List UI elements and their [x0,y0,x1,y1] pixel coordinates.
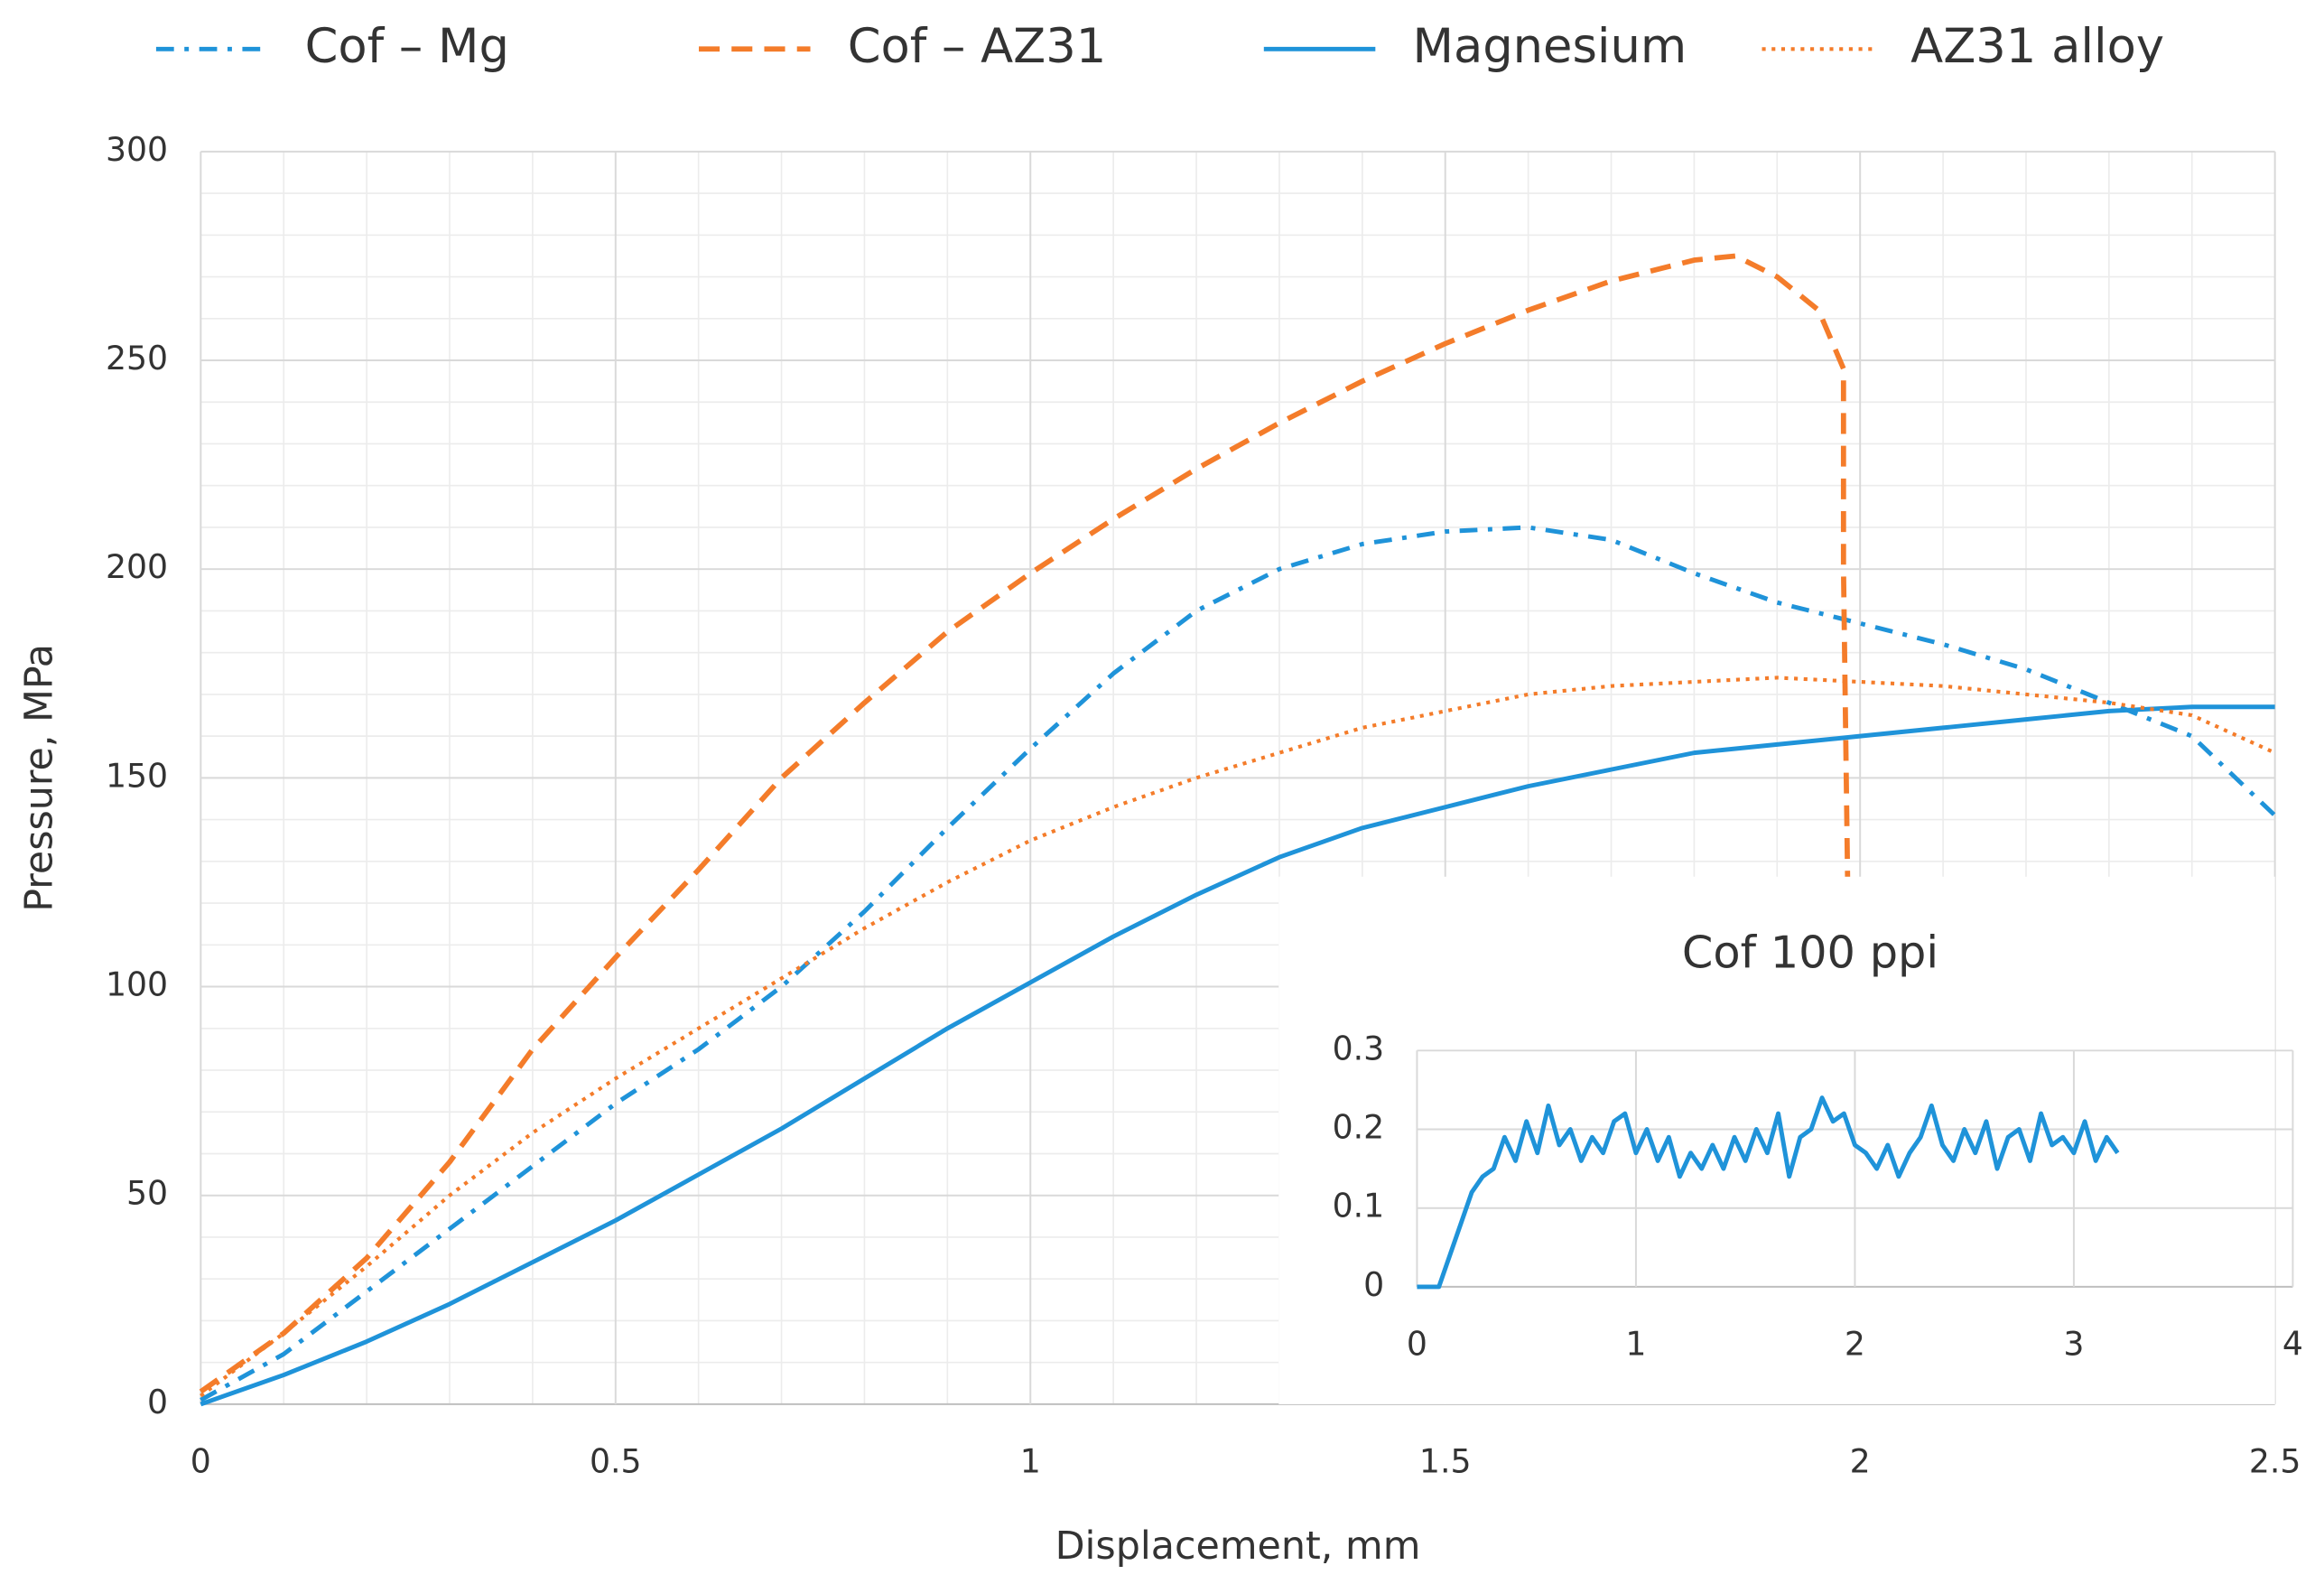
y-tick-label: 150 [106,756,168,795]
y-tick-label: 100 [106,965,168,1004]
x-tick-label: 0.5 [590,1442,642,1481]
y-tick-label: 300 [106,130,168,169]
legend-label: AZ31 alloy [1910,19,2164,74]
series-line [200,676,2276,1398]
x-tick-label: 3 [2063,1325,2084,1364]
x-tick-label: 0 [1407,1325,1427,1364]
x-tick-label: 1.5 [1419,1442,1472,1481]
x-tick-label: 2 [1845,1325,1865,1364]
x-axis-label: Displacement, mm [1055,1523,1421,1569]
x-tick-label: 0 [191,1442,211,1481]
y-tick-label: 0.3 [1333,1029,1385,1067]
y-tick-label: 200 [106,547,168,586]
y-axis-label: Pressure, MPa [17,644,62,912]
y-tick-label: 250 [106,339,168,377]
x-tick-label: 2 [1850,1442,1871,1481]
y-tick-label: 0 [1363,1265,1384,1304]
x-tick-label: 2.5 [2249,1442,2301,1481]
y-tick-label: 50 [126,1174,168,1213]
x-tick-label: 4 [2282,1325,2303,1364]
y-tick-label: 0.2 [1333,1108,1385,1147]
legend-label: Cof – AZ31 [848,19,1107,74]
series-line [1417,1095,2120,1290]
inset-title: Cof 100 ppi [1682,927,1938,979]
y-tick-label: 0.1 [1333,1187,1385,1225]
y-tick-label: 0 [147,1383,168,1421]
series-line [200,525,2277,1402]
legend-label: Cof – Mg [305,19,509,74]
x-tick-label: 1 [1020,1442,1041,1481]
series-line [200,704,2275,1407]
x-tick-label: 1 [1625,1325,1646,1364]
legend-label: Magnesium [1412,19,1687,74]
series-line [199,253,1851,1394]
